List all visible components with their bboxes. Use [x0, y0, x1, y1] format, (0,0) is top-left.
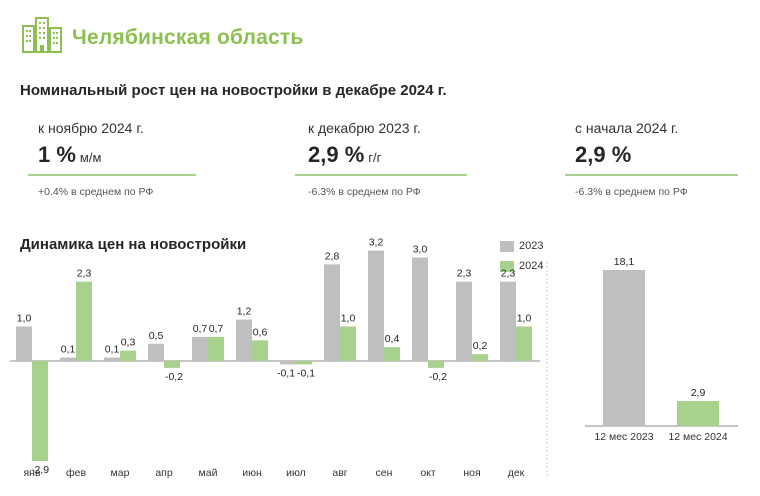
kpi-month-unit: м/м: [79, 150, 102, 165]
bar-2024-апр: [164, 361, 180, 368]
x-tick-label-окт: окт: [420, 467, 436, 479]
kpi-month-value-row: 1 % м/м: [28, 142, 196, 168]
bar-2023-окт: [412, 257, 428, 361]
kpi-month-value: 1 %: [38, 142, 76, 167]
data-label-2024-янв: -2,9: [31, 464, 49, 476]
x-tick-label-авг: авг: [332, 467, 347, 479]
annual-bar-2024: [677, 401, 719, 426]
data-label-2024-май: 0,7: [209, 323, 224, 335]
kpi-month-divider: [28, 174, 196, 176]
bar-2023-сен: [368, 250, 384, 361]
kpi-year-note: -6.3% в среднем по РФ: [308, 186, 421, 198]
data-label-2023-апр: 0,5: [149, 330, 164, 342]
data-label-2024-апр: -0,2: [165, 371, 183, 383]
kpi-month: к ноябрю 2024 г. 1 % м/м +0.4% в среднем …: [28, 120, 196, 198]
kpi-year-label: к декабрю 2023 г.: [308, 120, 421, 136]
annual-bar-2023: [603, 270, 645, 426]
kpi-year-divider: [295, 174, 467, 176]
x-tick-label-ноя: ноя: [463, 467, 480, 479]
data-label-2024-ноя: 0,2: [473, 340, 488, 352]
bar-2024-сен: [384, 347, 400, 361]
annual-data-label-2024: 2,9: [691, 387, 706, 399]
x-tick-label-янв: янв: [23, 467, 40, 479]
kpi-ytd-note: -6.3% в среднем по РФ: [575, 186, 688, 198]
data-label-2023-июн: 1,2: [237, 306, 252, 318]
data-label-2023-июл: -0,1: [277, 367, 295, 379]
kpi-ytd-value-row: 2,9 %: [565, 142, 738, 168]
data-label-2023-дек: 2,3: [501, 268, 516, 280]
dynamics-title: Динамика цен на новостройки: [20, 236, 247, 253]
data-label-2023-фев: 0,1: [61, 344, 76, 356]
bar-2024-мар: [120, 350, 136, 361]
kpi-year-unit: г/г: [368, 150, 382, 165]
kpi-year: к декабрю 2023 г. 2,9 % г/г -6.3% в средн…: [295, 120, 467, 198]
chart-legend: 2023 2024: [500, 236, 543, 276]
legend-label-2024: 2024: [519, 260, 544, 272]
bar-2023-авг: [324, 264, 340, 361]
data-label-2024-мар: 0,3: [121, 337, 136, 349]
legend-label-2023: 2023: [519, 240, 544, 252]
bar-2024-фев: [76, 281, 92, 361]
x-tick-label-фев: фев: [66, 467, 86, 479]
data-label-2023-янв: 1,0: [17, 313, 32, 325]
region-title: Челябинская область: [72, 26, 304, 49]
data-label-2024-фев: 2,3: [77, 268, 92, 280]
annual-x-tick-label-2023: 12 мес 2023: [594, 431, 653, 443]
kpi-ytd: с начала 2024 г. 2,9 % -6.3% в среднем п…: [565, 120, 738, 198]
data-label-2023-окт: 3,0: [413, 244, 428, 256]
bar-2024-ноя: [472, 354, 488, 361]
kpi-year-value: 2,9 %: [308, 142, 365, 167]
kpi-ytd-divider: [565, 174, 738, 176]
x-tick-label-апр: апр: [155, 467, 173, 479]
data-label-2024-июн: 0,6: [253, 326, 268, 338]
data-label-2024-июл: -0,1: [297, 367, 315, 379]
bar-2023-апр: [148, 343, 164, 361]
bar-2023-июн: [236, 319, 252, 361]
kpi-year-value-row: 2,9 % г/г: [295, 142, 467, 168]
bar-2023-июл: [280, 361, 296, 365]
bar-2023-май: [192, 336, 208, 361]
kpi-month-note: +0.4% в среднем по РФ: [38, 186, 154, 198]
data-label-2023-ноя: 2,3: [457, 268, 472, 280]
legend-item-2024: 2024: [500, 256, 543, 276]
x-tick-label-июл: июл: [286, 467, 306, 479]
x-tick-label-июн: июн: [242, 467, 262, 479]
data-label-2024-сен: 0,4: [385, 333, 400, 345]
bar-2024-июл: [296, 361, 312, 365]
city-buildings-icon: [22, 17, 62, 53]
data-label-2023-сен: 3,2: [369, 237, 384, 249]
bar-2024-дек: [516, 326, 532, 361]
bar-2024-авг: [340, 326, 356, 361]
data-label-2023-авг: 2,8: [325, 250, 340, 262]
bar-2024-окт: [428, 361, 444, 368]
legend-item-2023: 2023: [500, 236, 543, 256]
annual-data-label-2023: 18,1: [614, 256, 635, 268]
bar-2023-янв: [16, 326, 32, 361]
annual-x-tick-label-2024: 12 мес 2024: [668, 431, 727, 443]
x-tick-label-мар: мар: [111, 467, 130, 479]
x-tick-label-дек: дек: [508, 467, 525, 479]
kpi-ytd-value: 2,9 %: [575, 142, 632, 167]
kpi-ytd-label: с начала 2024 г.: [575, 120, 679, 136]
data-label-2023-май: 0,7: [193, 323, 208, 335]
bar-2023-дек: [500, 281, 516, 361]
legend-swatch-2023: [500, 240, 514, 252]
x-tick-label-май: май: [199, 467, 218, 479]
data-label-2023-мар: 0,1: [105, 344, 120, 356]
data-label-2024-авг: 1,0: [341, 313, 356, 325]
data-label-2024-окт: -0,2: [429, 371, 447, 383]
kpi-month-label: к ноябрю 2024 г.: [38, 120, 144, 136]
data-label-2024-дек: 1,0: [517, 313, 532, 325]
bar-2023-ноя: [456, 281, 472, 361]
legend-swatch-2024: [500, 260, 514, 272]
bar-2024-июн: [252, 340, 268, 361]
bar-2024-май: [208, 336, 224, 361]
x-tick-label-сен: сен: [376, 467, 393, 479]
bar-2024-янв: [32, 361, 48, 462]
nominal-growth-title: Номинальный рост цен на новостройки в де…: [20, 82, 447, 99]
bar-2023-мар: [104, 357, 120, 361]
bar-2023-фев: [60, 357, 76, 361]
